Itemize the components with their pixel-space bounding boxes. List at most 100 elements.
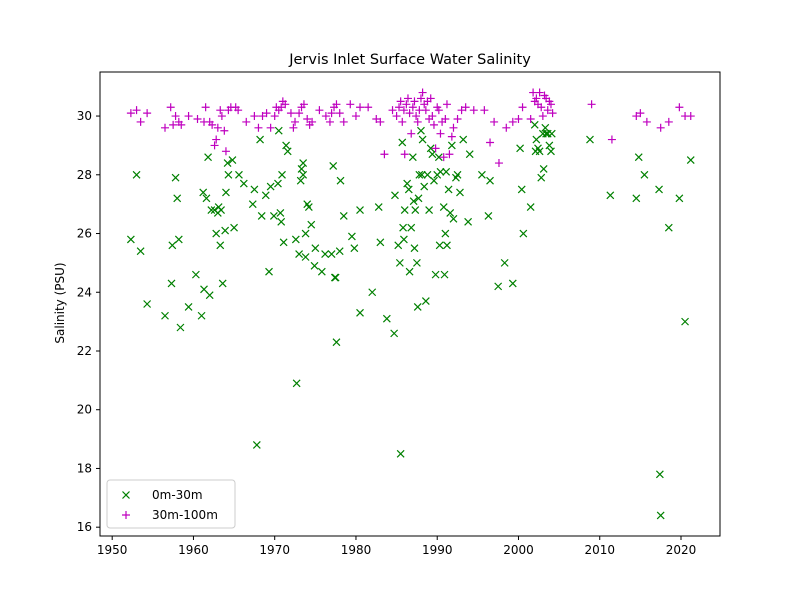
legend-label: 30m-100m xyxy=(152,508,218,522)
data-point-x-marker xyxy=(331,273,340,282)
data-point-plus-marker xyxy=(335,109,344,118)
data-point-plus-marker xyxy=(132,106,141,115)
data-point-plus-marker xyxy=(398,117,407,126)
axes-frame xyxy=(99,71,721,537)
data-point-plus-marker xyxy=(461,103,470,112)
data-point-plus-marker xyxy=(502,123,511,132)
data-point-x-marker xyxy=(664,223,673,232)
data-point-x-marker xyxy=(411,206,420,214)
data-point-x-marker xyxy=(675,194,684,203)
data-point-x-marker xyxy=(459,135,468,144)
x-tick-label: 2020 xyxy=(666,543,697,557)
y-tick-label: 26 xyxy=(77,227,92,241)
data-point-x-marker xyxy=(530,120,539,129)
data-point-plus-marker xyxy=(480,106,489,115)
data-point-x-marker xyxy=(250,185,259,194)
data-point-x-marker xyxy=(484,211,493,220)
data-point-plus-marker xyxy=(453,114,462,123)
data-point-x-marker xyxy=(686,156,695,165)
data-point-plus-marker xyxy=(254,123,263,132)
data-point-x-marker xyxy=(356,206,364,214)
plot-area: 1950 1960 1970 1980 1990 2000 2010 2020 16 18 20 2… xyxy=(77,71,721,557)
data-point-x-marker xyxy=(426,144,435,153)
data-point-plus-marker xyxy=(439,153,448,162)
data-point-x-marker xyxy=(168,241,177,250)
data-point-plus-marker xyxy=(402,100,411,109)
data-point-x-marker xyxy=(396,449,405,458)
data-point-x-marker xyxy=(435,241,444,250)
data-point-plus-marker xyxy=(327,109,336,118)
data-point-plus-marker xyxy=(431,144,440,153)
data-point-plus-marker xyxy=(490,117,499,126)
data-point-plus-marker xyxy=(210,141,219,150)
data-point-plus-marker xyxy=(546,100,555,109)
data-point-x-marker xyxy=(216,241,225,250)
data-point-x-marker xyxy=(500,258,509,267)
data-point-x-marker xyxy=(228,156,237,165)
data-point-x-marker xyxy=(173,194,182,203)
data-point-x-marker xyxy=(398,138,407,147)
data-point-x-marker xyxy=(421,297,430,305)
legend-marker xyxy=(122,491,130,499)
data-point-plus-marker xyxy=(532,94,541,103)
data-point-x-marker xyxy=(276,209,285,217)
data-point-x-marker xyxy=(420,182,429,191)
data-point-plus-marker xyxy=(543,106,552,115)
data-point-plus-marker xyxy=(364,103,373,112)
y-tick-label: 28 xyxy=(77,168,92,182)
x-tick-label: 1960 xyxy=(178,543,209,557)
data-point-x-marker xyxy=(434,153,443,162)
data-point-x-marker xyxy=(465,150,474,159)
data-point-plus-marker xyxy=(396,97,405,106)
data-point-x-marker xyxy=(395,258,404,267)
data-point-plus-marker xyxy=(426,94,435,103)
data-point-x-marker xyxy=(681,317,689,326)
data-point-x-marker xyxy=(295,250,304,259)
x-tick-label: 1950 xyxy=(97,543,128,557)
data-point-x-marker xyxy=(132,170,141,179)
data-point-x-marker xyxy=(224,170,233,179)
data-point-x-marker xyxy=(199,188,208,197)
data-point-x-marker xyxy=(299,170,308,179)
data-point-plus-marker xyxy=(295,109,304,118)
data-point-x-marker xyxy=(374,203,383,212)
data-point-x-marker xyxy=(230,223,239,232)
data-point-x-marker xyxy=(332,338,341,347)
data-point-x-marker xyxy=(356,308,364,317)
data-point-x-marker xyxy=(368,288,377,297)
data-point-plus-marker xyxy=(216,106,225,115)
data-point-x-marker xyxy=(269,211,278,220)
data-point-plus-marker xyxy=(281,100,290,109)
data-point-plus-marker xyxy=(664,117,673,126)
data-point-x-marker xyxy=(655,470,664,479)
data-point-plus-marker xyxy=(221,147,230,156)
data-point-x-marker xyxy=(443,241,451,250)
data-point-x-marker xyxy=(265,267,273,276)
data-point-plus-marker xyxy=(457,106,466,115)
data-point-plus-marker xyxy=(242,117,251,126)
data-point-x-marker xyxy=(292,379,301,388)
data-point-x-marker xyxy=(171,173,180,182)
data-point-plus-marker xyxy=(413,117,422,126)
data-point-x-marker xyxy=(279,238,288,247)
data-point-plus-marker xyxy=(486,138,495,147)
data-point-plus-marker xyxy=(380,150,389,159)
data-point-plus-marker xyxy=(587,100,596,109)
data-point-x-marker xyxy=(407,223,416,232)
data-point-x-marker xyxy=(283,147,292,156)
x-tick-label: 1980 xyxy=(341,543,372,557)
series-layer xyxy=(126,88,695,520)
y-tick-label: 20 xyxy=(77,403,92,417)
data-point-x-marker xyxy=(222,188,230,197)
data-point-x-marker xyxy=(431,270,440,279)
data-point-plus-marker xyxy=(675,103,684,112)
data-point-plus-marker xyxy=(407,129,416,138)
data-point-plus-marker xyxy=(436,129,445,138)
data-point-plus-marker xyxy=(686,112,695,121)
data-point-plus-marker xyxy=(201,103,210,112)
data-point-plus-marker xyxy=(291,117,300,126)
data-point-plus-marker xyxy=(405,109,414,118)
data-point-plus-marker xyxy=(416,94,425,103)
data-point-plus-marker xyxy=(166,103,175,112)
data-point-x-marker xyxy=(126,235,135,244)
